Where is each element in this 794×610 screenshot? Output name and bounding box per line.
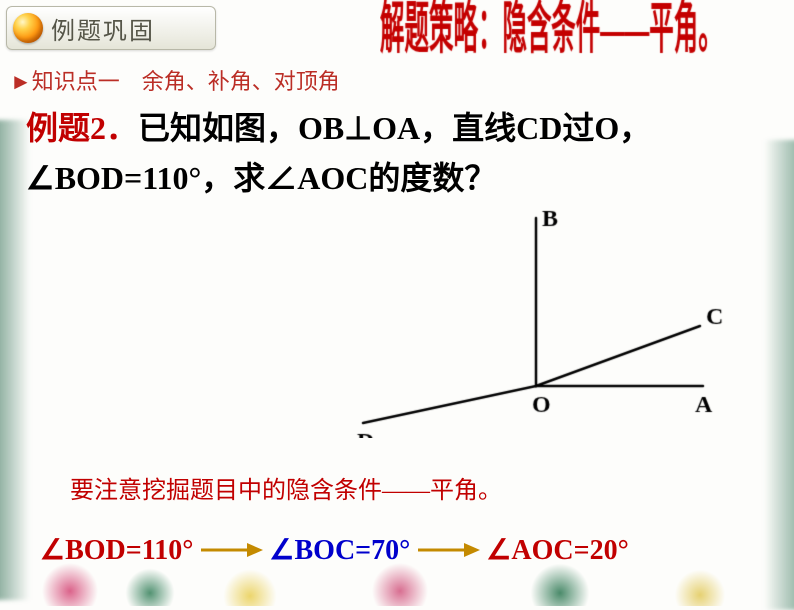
arrow-icon: [199, 541, 263, 559]
problem-statement: 例题2．已知如图，OB⊥OA，直线CD过O， ∠BOD=110°，求∠AOC的度…: [26, 104, 774, 203]
tip-text: 要注意挖掘题目中的隐含条件——平角。: [70, 470, 502, 505]
geometry-figure: [300, 208, 730, 438]
problem-line2: ∠BOD=110°，求∠AOC的度数？: [26, 160, 496, 196]
answer-step2: ∠BOC=70°: [269, 533, 410, 567]
knowledge-marker: ►: [10, 69, 32, 94]
problem-lead: 例题2．: [26, 110, 138, 146]
orb-icon: [13, 13, 43, 43]
answer-step1: ∠BOD=110°: [40, 533, 193, 567]
answer-row: ∠BOD=110° ∠BOC=70° ∠AOC=20°: [40, 530, 756, 570]
knowledge-line: ►知识点一 余角、补角、对顶角: [10, 64, 340, 96]
answer-step3: ∠AOC=20°: [486, 533, 628, 567]
knowledge-text: 知识点一 余角、补角、对顶角: [32, 69, 340, 94]
strategy-heading: [380, 0, 770, 68]
title-button-label: 例题巩固: [51, 11, 155, 46]
arrow-icon: [416, 541, 480, 559]
title-button: 例题巩固: [6, 6, 216, 50]
problem-line1: 已知如图，OB⊥OA，直线CD过O，: [138, 110, 651, 146]
